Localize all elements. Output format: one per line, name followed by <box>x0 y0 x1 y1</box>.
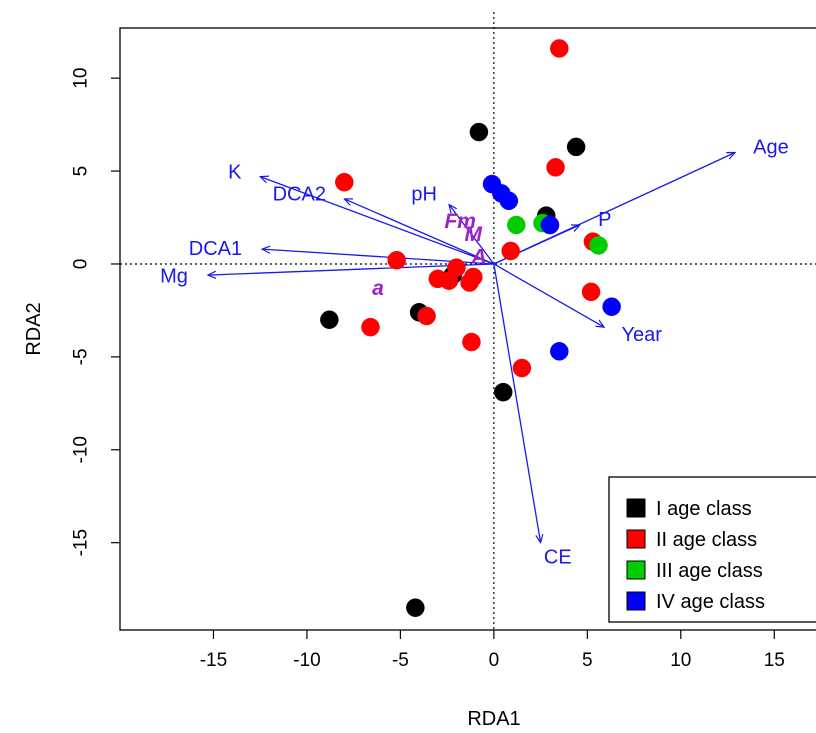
point-ii-age-class-9 <box>439 271 459 290</box>
point-ii-age-class-15 <box>581 282 601 302</box>
point-i-age-class-1 <box>566 137 586 157</box>
reference-lines <box>120 12 816 630</box>
y-tick-label: -15 <box>71 529 92 556</box>
point-ii-age-class-13 <box>417 306 436 326</box>
point-i-age-class-6 <box>406 598 425 617</box>
point-ii-age-class-1 <box>335 172 354 192</box>
point-ii-age-class-11 <box>460 273 479 292</box>
point-ii-age-class-14 <box>462 332 481 352</box>
point-ii-age-class-0 <box>550 39 569 58</box>
arrow-k <box>260 177 495 265</box>
x-tick-label: -5 <box>392 650 409 671</box>
arrow-label-ph: pH <box>411 183 437 205</box>
legend-label-1: I age class <box>656 498 752 520</box>
legend: I age class II age class III age class IV a… <box>608 476 816 623</box>
x-tick-label: 10 <box>670 650 691 671</box>
x-tick-label: -10 <box>293 650 320 671</box>
species-label-2: A <box>470 246 486 269</box>
arrow-mg <box>208 263 494 275</box>
point-iv-age-class-2 <box>499 191 519 211</box>
arrow-label-mg: Mg <box>160 266 188 288</box>
x-tick-label: 0 <box>489 650 500 671</box>
point-ii-age-class-5 <box>501 241 520 261</box>
arrow-dca2 <box>344 199 495 265</box>
point-ii-age-class-12 <box>361 317 380 337</box>
arrow-label-dca1: DCA1 <box>189 238 242 260</box>
x-tick-label: 5 <box>582 650 593 671</box>
point-ii-age-class-16 <box>512 358 532 378</box>
y-tick-label: -5 <box>71 348 92 365</box>
species-label-1: M <box>465 223 483 246</box>
point-iii-age-class-0 <box>507 215 526 235</box>
x-tick-label: 15 <box>764 650 785 671</box>
y-axis: 10 5 0 -5 -10 -15 <box>71 68 120 556</box>
legend-label-3: III age class <box>656 560 763 582</box>
y-tick-label: -10 <box>71 436 92 463</box>
legend-swatch-2 <box>626 529 646 549</box>
point-i-age-class-0 <box>469 122 489 142</box>
legend-label-4: IV age class <box>656 591 765 613</box>
arrow-ce <box>493 263 541 543</box>
arrow-label-year: Year <box>622 324 663 346</box>
legend-swatch-4 <box>626 591 646 611</box>
legend-swatch-3 <box>626 560 646 580</box>
point-iv-age-class-3 <box>540 215 560 235</box>
point-iv-age-class-4 <box>602 297 621 316</box>
point-ii-age-class-2 <box>546 158 565 177</box>
arrow-label-p: P <box>598 209 611 231</box>
point-iv-age-class-5 <box>550 342 569 361</box>
y-tick-label: 0 <box>71 259 92 270</box>
arrow-label-age: Age <box>753 137 789 159</box>
legend-label-2: II age class <box>656 529 757 551</box>
sample-points <box>320 39 621 617</box>
y-tick-label: 5 <box>71 166 92 177</box>
species-label-0: Fm <box>444 210 476 233</box>
species-label-3: a <box>372 277 384 300</box>
arrow-label-ce: CE <box>544 546 572 568</box>
point-iii-age-class-2 <box>589 236 608 255</box>
legend-swatch-1 <box>626 498 646 518</box>
y-tick-label: 10 <box>71 68 92 89</box>
y-axis-title: RDA2 <box>23 302 45 355</box>
arrow-year <box>493 263 604 327</box>
arrow-ph <box>449 205 495 265</box>
point-i-age-class-3 <box>320 310 339 329</box>
arrow-label-dca2: DCA2 <box>273 183 326 205</box>
x-tick-label: -15 <box>200 650 227 671</box>
x-axis: -15 -10 -5 0 5 10 15 <box>200 630 785 671</box>
x-axis-title: RDA1 <box>467 708 520 730</box>
point-i-age-class-5 <box>493 382 513 402</box>
plot-frame <box>119 27 816 631</box>
arrow-label-k: K <box>228 162 242 184</box>
point-ii-age-class-6 <box>387 251 406 270</box>
